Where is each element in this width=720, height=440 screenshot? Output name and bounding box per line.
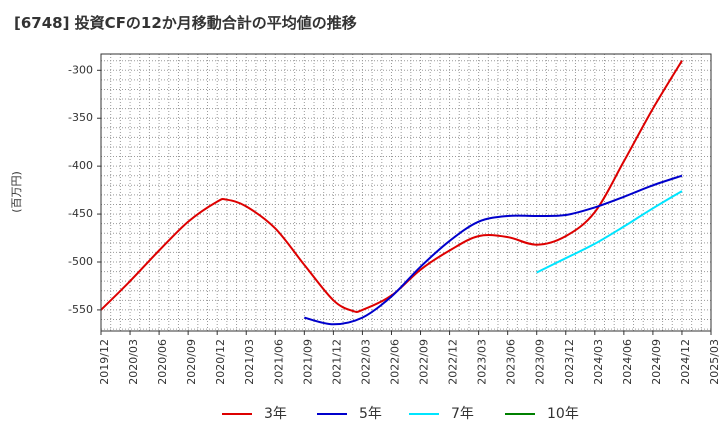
x-tick-label: 2020/03 (127, 339, 140, 385)
series-lines (100, 60, 683, 326)
x-tick-label: 2024/03 (592, 339, 605, 385)
x-tick-label: 2023/06 (505, 339, 518, 385)
x-tick-label: 2020/12 (214, 339, 227, 385)
x-tick-label: 2022/12 (447, 339, 460, 385)
x-axis-ticks: 2019/12 2020/03 2020/06 2020/09 2020/12 2021/… (98, 331, 720, 385)
x-tick-label: 2022/03 (359, 339, 372, 385)
series-line-1 (100, 60, 683, 313)
legend-label: 3年 (264, 406, 287, 422)
y-tick-label: -300 (68, 63, 93, 76)
plot-frame (100, 53, 712, 332)
x-tick-label: 2021/12 (330, 339, 343, 385)
x-tick-label: 2024/09 (650, 339, 663, 385)
legend-label: 10年 (547, 406, 579, 422)
x-tick-label: 2021/03 (243, 339, 256, 385)
legend-label: 5年 (359, 406, 382, 422)
legend: 3年 5年 7年 10年 (222, 406, 579, 422)
y-tick-label: -350 (68, 111, 93, 124)
x-tick-label: 2020/06 (156, 339, 169, 385)
y-tick-label: -450 (68, 207, 93, 220)
x-tick-label: 2022/09 (418, 339, 431, 385)
x-tick-label: 2024/12 (679, 339, 692, 385)
y-tick-label: -400 (68, 159, 93, 172)
x-tick-label: 2021/09 (301, 339, 314, 385)
y-tick-label: -500 (68, 255, 93, 268)
x-tick-label: 2023/09 (534, 339, 547, 385)
plot-background (101, 54, 711, 331)
x-tick-label: 2025/03 (708, 339, 720, 385)
x-tick-label: 2024/06 (621, 339, 634, 385)
series-line-3 (536, 190, 683, 274)
y-axis-label: (百万円) (10, 171, 23, 213)
x-tick-label: 2021/06 (272, 339, 285, 385)
x-tick-label: 2020/09 (185, 339, 198, 385)
x-tick-label: 2019/12 (98, 339, 111, 385)
y-tick-label: -550 (68, 303, 93, 316)
series-line-2 (304, 174, 683, 326)
chart-title: [6748] 投資CFの12か月移動合計の平均値の推移 (14, 14, 357, 32)
y-axis-ticks: -300 -350 -400 -450 -500 -550 (68, 63, 101, 316)
x-tick-label: 2022/06 (388, 339, 401, 385)
x-tick-label: 2023/12 (563, 339, 576, 385)
legend-label: 7年 (451, 406, 474, 422)
x-tick-label: 2023/03 (476, 339, 489, 385)
